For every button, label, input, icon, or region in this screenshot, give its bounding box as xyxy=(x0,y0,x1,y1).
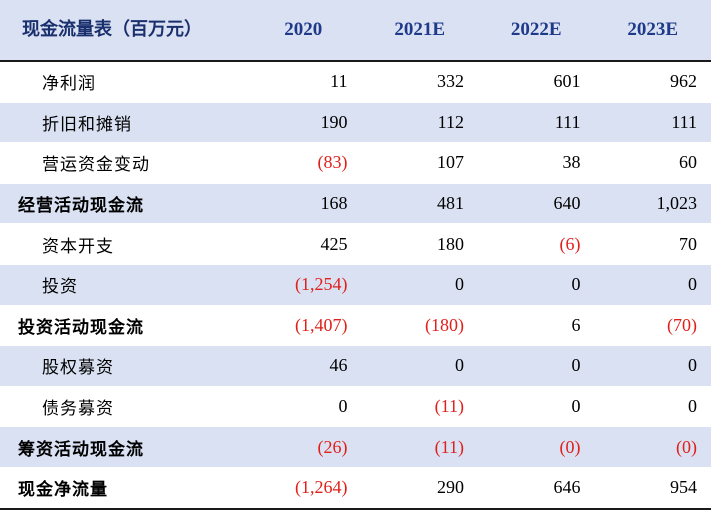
cell-value: 0 xyxy=(595,386,711,427)
row-label: 经营活动现金流 xyxy=(0,183,245,224)
cell-value: (70) xyxy=(595,305,711,346)
cell-value: (1,407) xyxy=(245,305,362,346)
cell-value: 111 xyxy=(595,102,711,143)
table-row-net-profit: 净利润 11 332 601 962 xyxy=(0,61,711,102)
cell-value: (0) xyxy=(478,427,595,468)
cell-value: (6) xyxy=(478,224,595,265)
year-header: 2020 xyxy=(245,0,362,61)
cell-value: (0) xyxy=(595,427,711,468)
cell-value: (83) xyxy=(245,143,362,184)
table-title: 现金流量表（百万元） xyxy=(0,0,245,61)
cell-value: 6 xyxy=(478,305,595,346)
cell-value: 107 xyxy=(362,143,479,184)
year-header: 2022E xyxy=(478,0,595,61)
table-row-investment: 投资 (1,254) 0 0 0 xyxy=(0,264,711,305)
cell-value: 112 xyxy=(362,102,479,143)
cell-value: 70 xyxy=(595,224,711,265)
table-row-working-capital: 营运资金变动 (83) 107 38 60 xyxy=(0,143,711,184)
cell-value: 180 xyxy=(362,224,479,265)
row-label: 投资活动现金流 xyxy=(0,305,245,346)
table-row-net-cash-flow: 现金净流量 (1,264) 290 646 954 xyxy=(0,467,711,508)
row-label: 债务募资 xyxy=(0,386,245,427)
cell-value: 0 xyxy=(595,264,711,305)
cell-value: 481 xyxy=(362,183,479,224)
cell-value: 11 xyxy=(245,61,362,102)
cell-value: 0 xyxy=(595,346,711,387)
row-label: 资本开支 xyxy=(0,224,245,265)
year-header: 2021E xyxy=(362,0,479,61)
cell-value: 0 xyxy=(362,264,479,305)
cell-value: 190 xyxy=(245,102,362,143)
row-label: 折旧和摊销 xyxy=(0,102,245,143)
table-row-debt-financing: 债务募资 0 (11) 0 0 xyxy=(0,386,711,427)
cell-value: (11) xyxy=(362,386,479,427)
cell-value: (11) xyxy=(362,427,479,468)
table-row-financing-cf: 筹资活动现金流 (26) (11) (0) (0) xyxy=(0,427,711,468)
cell-value: 0 xyxy=(362,346,479,387)
cell-value: 601 xyxy=(478,61,595,102)
cell-value: 168 xyxy=(245,183,362,224)
cell-value: 425 xyxy=(245,224,362,265)
row-label: 股权募资 xyxy=(0,346,245,387)
row-label: 筹资活动现金流 xyxy=(0,427,245,468)
cell-value: 0 xyxy=(245,386,362,427)
cell-value: (1,254) xyxy=(245,264,362,305)
cell-value: (180) xyxy=(362,305,479,346)
row-label: 投资 xyxy=(0,264,245,305)
table-row-capex: 资本开支 425 180 (6) 70 xyxy=(0,224,711,265)
table-row-equity-financing: 股权募资 46 0 0 0 xyxy=(0,346,711,387)
cell-value: 954 xyxy=(595,467,711,508)
cell-value: 1,023 xyxy=(595,183,711,224)
cell-value: 0 xyxy=(478,386,595,427)
table-row-depreciation: 折旧和摊销 190 112 111 111 xyxy=(0,102,711,143)
year-header: 2023E xyxy=(595,0,711,61)
header-row: 现金流量表（百万元） 2020 2021E 2022E 2023E xyxy=(0,0,711,61)
cell-value: 0 xyxy=(478,346,595,387)
cell-value: 640 xyxy=(478,183,595,224)
cell-value: 46 xyxy=(245,346,362,387)
cell-value: (26) xyxy=(245,427,362,468)
row-label: 营运资金变动 xyxy=(0,143,245,184)
cell-value: 60 xyxy=(595,143,711,184)
cell-value: 111 xyxy=(478,102,595,143)
cell-value: 38 xyxy=(478,143,595,184)
cell-value: 0 xyxy=(478,264,595,305)
table-row-operating-cf: 经营活动现金流 168 481 640 1,023 xyxy=(0,183,711,224)
cell-value: 290 xyxy=(362,467,479,508)
table-row-investing-cf: 投资活动现金流 (1,407) (180) 6 (70) xyxy=(0,305,711,346)
cell-value: 332 xyxy=(362,61,479,102)
row-label: 现金净流量 xyxy=(0,467,245,508)
cell-value: 646 xyxy=(478,467,595,508)
cell-value: 962 xyxy=(595,61,711,102)
row-label: 净利润 xyxy=(0,61,245,102)
cell-value: (1,264) xyxy=(245,467,362,508)
